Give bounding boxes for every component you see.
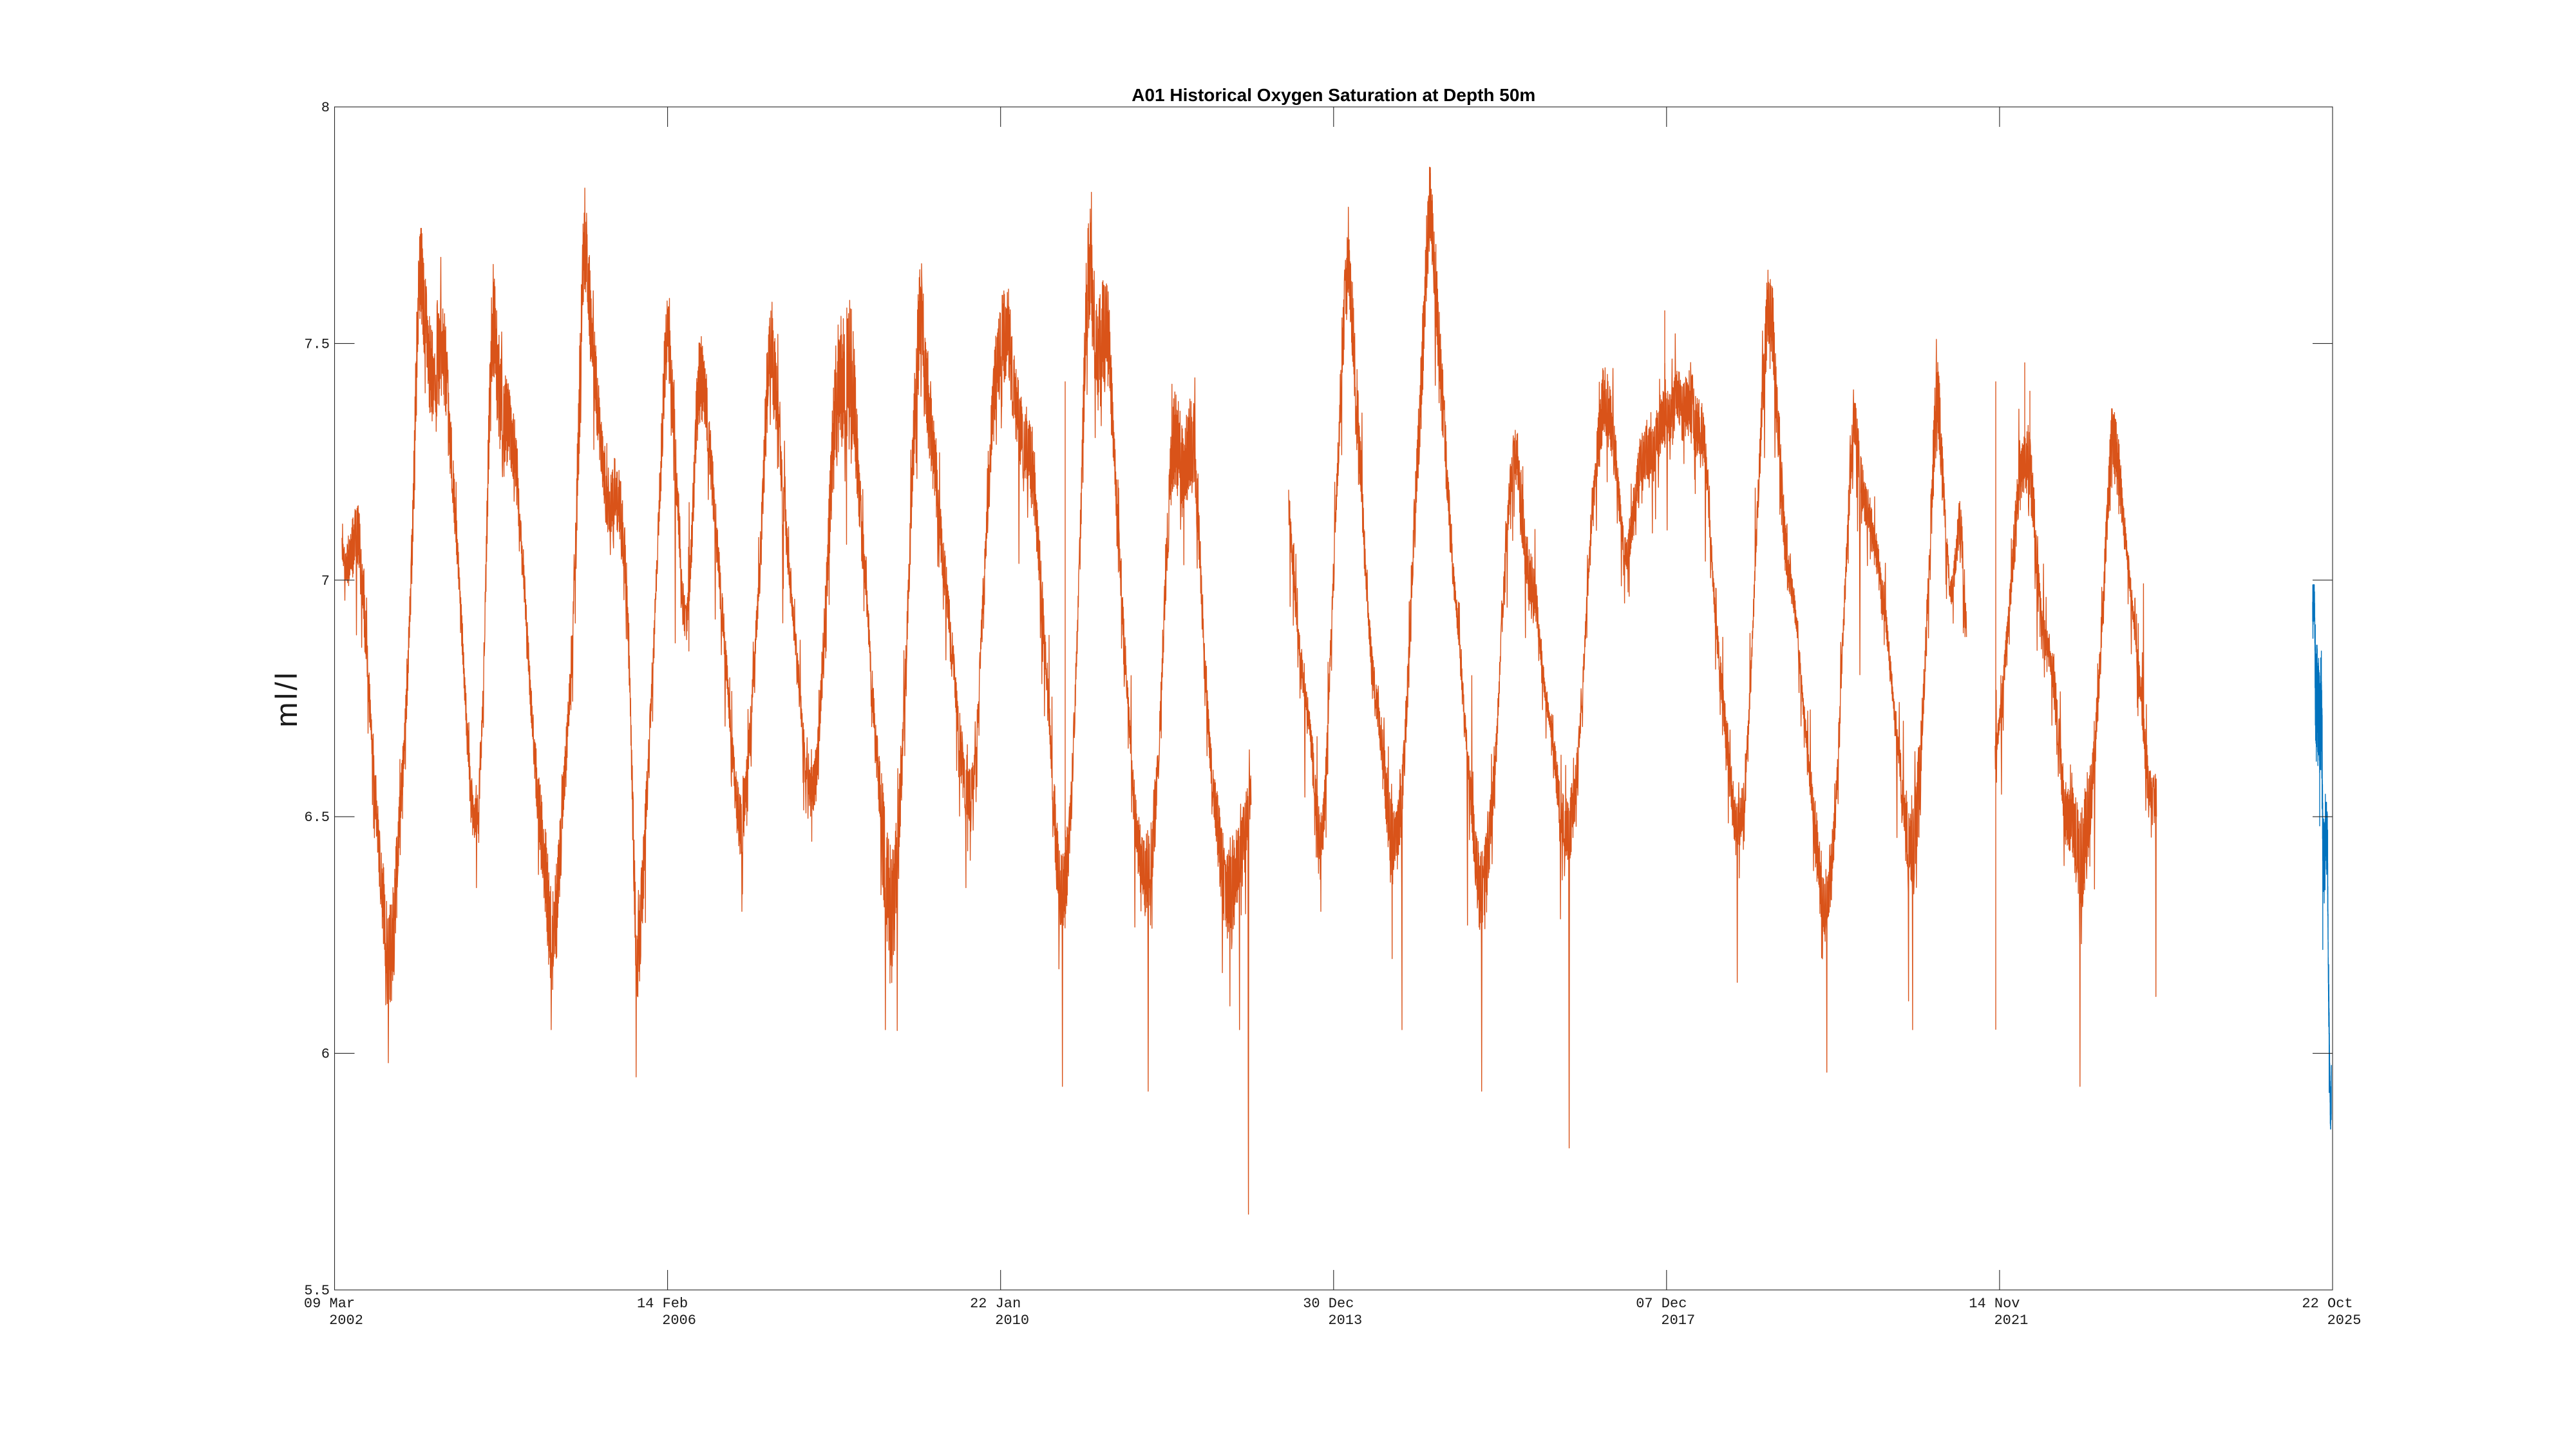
svg-text:2002: 2002	[329, 1312, 363, 1329]
svg-text:6: 6	[321, 1046, 330, 1063]
svg-text:2010: 2010	[995, 1312, 1029, 1329]
svg-text:22 Jan: 22 Jan	[970, 1296, 1021, 1312]
svg-text:2021: 2021	[1994, 1312, 2028, 1329]
svg-text:6.5: 6.5	[304, 810, 330, 826]
svg-text:30 Dec: 30 Dec	[1303, 1296, 1354, 1312]
svg-text:14 Feb: 14 Feb	[637, 1296, 688, 1312]
svg-text:09 Mar: 09 Mar	[304, 1296, 355, 1312]
svg-text:22 Oct: 22 Oct	[2302, 1296, 2353, 1312]
svg-text:7.5: 7.5	[304, 336, 330, 352]
svg-text:07 Dec: 07 Dec	[1636, 1296, 1687, 1312]
svg-text:5.5: 5.5	[304, 1283, 330, 1299]
svg-text:8: 8	[321, 100, 330, 116]
svg-text:A01 Historical Oxygen Saturati: A01 Historical Oxygen Saturation at Dept…	[1132, 85, 1535, 105]
svg-text:2017: 2017	[1661, 1312, 1695, 1329]
svg-text:7: 7	[321, 573, 330, 589]
svg-text:ml/l: ml/l	[269, 670, 303, 727]
svg-text:2025: 2025	[2327, 1312, 2362, 1329]
svg-text:2013: 2013	[1328, 1312, 1362, 1329]
svg-text:2006: 2006	[662, 1312, 696, 1329]
svg-text:14 Nov: 14 Nov	[1969, 1296, 2020, 1312]
